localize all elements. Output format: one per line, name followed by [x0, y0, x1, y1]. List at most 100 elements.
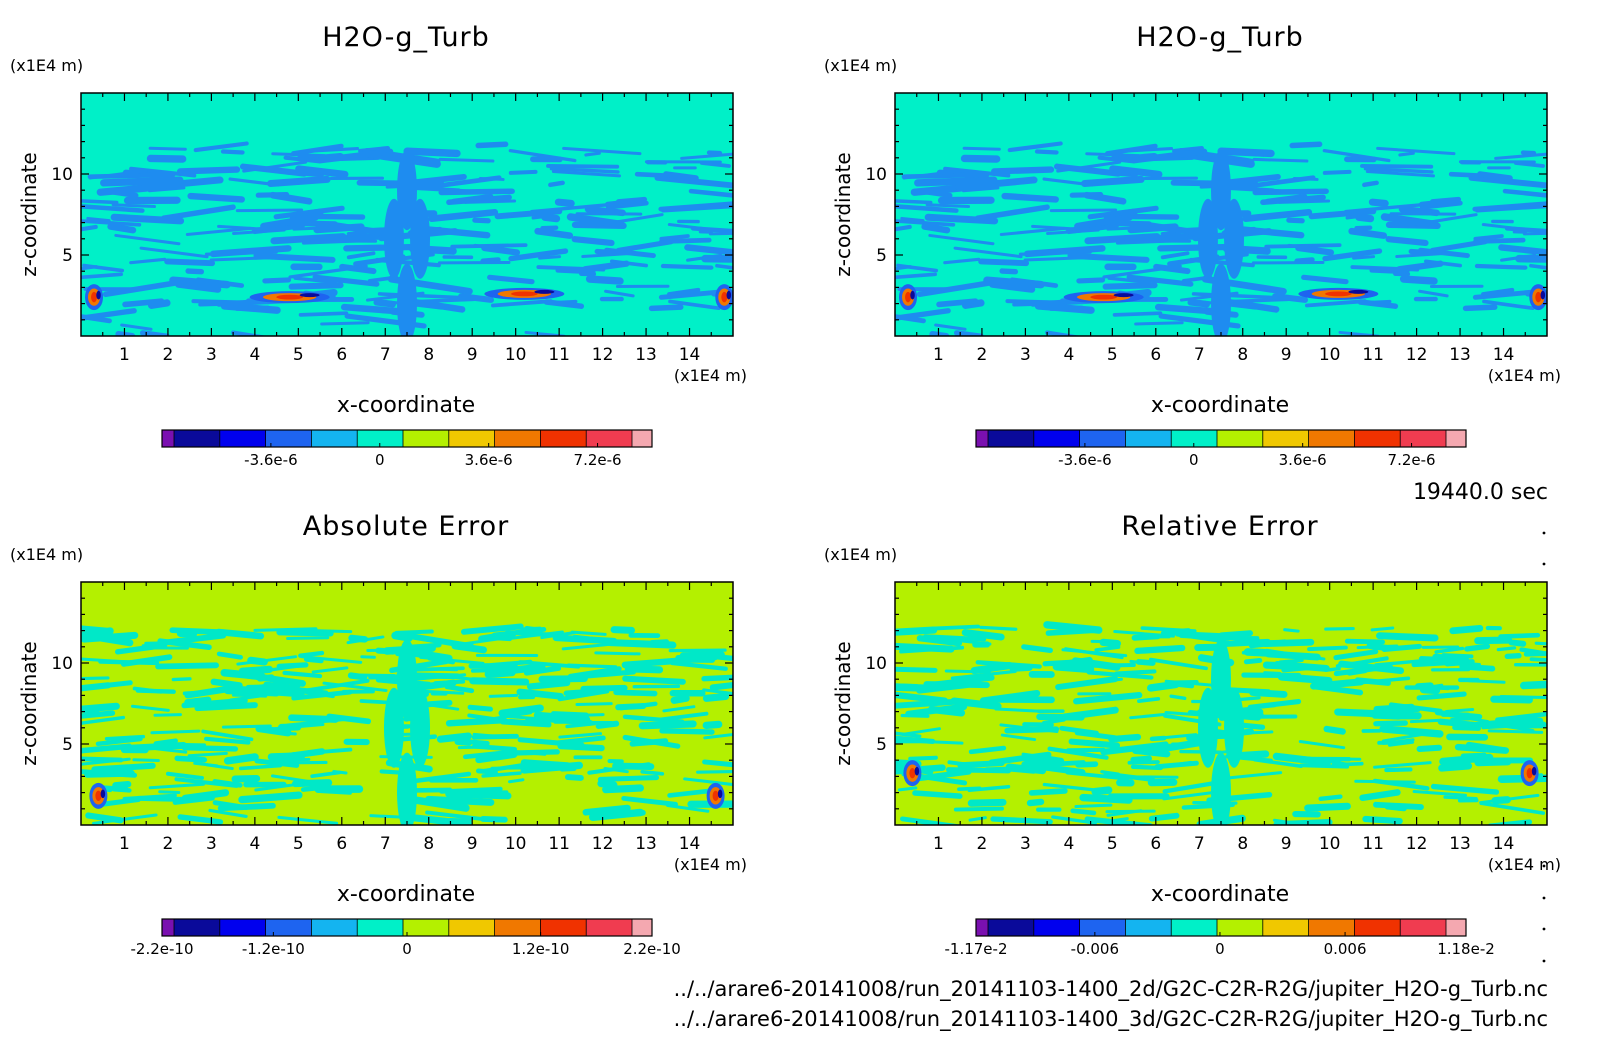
- heatmap-streak: [930, 624, 981, 631]
- heatmap-streak: [602, 784, 644, 794]
- colorbar-swatch: [988, 919, 1034, 936]
- heatmap-streak: [1304, 299, 1367, 308]
- heatmap-streak: [182, 690, 199, 696]
- x-tick-label: 10: [505, 345, 527, 365]
- heatmap-streak: [1338, 660, 1405, 675]
- x-tick-label: 10: [1319, 345, 1341, 365]
- heatmap-plume: [397, 150, 417, 231]
- heatmap-streak: [1385, 236, 1429, 247]
- heatmap-streak: [1264, 193, 1308, 204]
- heatmap-streak: [1248, 639, 1288, 649]
- heatmap-streak: [990, 816, 1053, 825]
- heatmap-streak: [624, 665, 664, 674]
- colorbar-tick-label: 0: [375, 451, 385, 469]
- heatmap-streak: [155, 662, 219, 670]
- heatmap-streak: [177, 166, 241, 175]
- heatmap-streak: [670, 694, 690, 704]
- heatmap-streak: [1360, 164, 1434, 169]
- heatmap-streak: [239, 686, 305, 698]
- heatmap-streak: [1069, 192, 1104, 198]
- heatmap-streak: [81, 710, 116, 719]
- colorbar-swatch: [219, 430, 266, 447]
- x-axis-label: x-coordinate: [1151, 393, 1289, 418]
- heatmap-streak: [303, 657, 324, 664]
- heatmap-streak: [570, 630, 607, 636]
- colorbar-swatch: [162, 919, 174, 936]
- heatmap-streak: [160, 204, 236, 221]
- heatmap-streak: [895, 683, 921, 692]
- heatmap-streak: [1398, 151, 1415, 157]
- heatmap-streak: [102, 278, 188, 298]
- colorbar-swatch: [265, 430, 312, 447]
- heatmap-hotspot: [1540, 290, 1546, 300]
- heatmap-streak: [895, 731, 922, 738]
- heatmap-streak: [271, 152, 326, 158]
- heatmap-streak: [282, 748, 326, 760]
- colorbar-swatch: [494, 430, 541, 447]
- heatmap-streak: [912, 790, 963, 799]
- heatmap-streak: [1157, 733, 1198, 740]
- x-tick-label: 12: [592, 345, 614, 365]
- heatmap-streak: [300, 785, 319, 792]
- colorbar-swatch: [1079, 919, 1126, 936]
- heatmap-streak: [1126, 274, 1194, 287]
- heatmap-streak: [950, 697, 1002, 710]
- heatmap-field: [895, 582, 1547, 825]
- heatmap-plume: [383, 198, 404, 279]
- heatmap-streak: [584, 151, 601, 157]
- heatmap-streak: [1007, 141, 1063, 153]
- heatmap-streak: [1034, 302, 1095, 314]
- heatmap-streak: [425, 795, 495, 806]
- heatmap-streak: [239, 763, 283, 771]
- colorbar-swatch: [494, 919, 541, 936]
- heatmap-streak: [538, 255, 562, 260]
- heatmap-streak: [501, 749, 547, 756]
- heatmap-streak: [1006, 768, 1036, 774]
- heatmap-streak: [181, 789, 230, 802]
- x-tick-label: 14: [1493, 345, 1515, 365]
- heatmap-streak: [1102, 264, 1182, 279]
- heatmap-streak: [1304, 802, 1351, 812]
- colorbar-swatch: [162, 430, 174, 447]
- heatmap-streak: [1231, 297, 1290, 304]
- heatmap-streak: [366, 647, 430, 652]
- heatmap-plume: [410, 198, 431, 279]
- heatmap-streak: [153, 738, 178, 747]
- heatmap-hotspot: [1113, 293, 1134, 298]
- heatmap-streak: [1368, 198, 1389, 207]
- heatmap-streak: [84, 769, 135, 778]
- heatmap-streak: [147, 186, 186, 193]
- heatmap-streak: [1247, 698, 1302, 710]
- heatmap-streak: [640, 770, 665, 776]
- chart-panel-3: Absolute Error(x1E4 m)1 2 3 4 5 6 7 8 9 10 11 12 13 1…: [10, 511, 747, 958]
- y-tick-label: 5: [876, 246, 887, 266]
- heatmap-streak: [377, 292, 462, 300]
- heatmap-streak: [1026, 798, 1045, 807]
- heatmap-streak: [1396, 260, 1444, 273]
- heatmap-streak: [1496, 646, 1517, 652]
- heatmap-streak: [472, 732, 510, 739]
- heatmap-streak: [957, 786, 982, 792]
- heatmap-streak: [262, 277, 292, 284]
- x-axis-label: x-coordinate: [1151, 882, 1289, 907]
- heatmap-streak: [1272, 752, 1331, 767]
- colorbar-tick-label: 1.2e-10: [512, 940, 570, 958]
- heatmap-streak: [991, 166, 1055, 175]
- heatmap-streak: [1079, 793, 1133, 804]
- y-tick-label: 10: [865, 165, 887, 185]
- heatmap-streak: [81, 265, 99, 271]
- x-tick-label: 13: [635, 345, 657, 365]
- heatmap-streak: [1376, 632, 1439, 642]
- colorbar-swatch: [174, 430, 220, 447]
- heatmap-streak: [1365, 170, 1435, 178]
- x-tick-label: 1: [119, 834, 130, 854]
- heatmap-streak: [1278, 658, 1304, 664]
- colorbar-swatch: [1171, 919, 1217, 936]
- heatmap-streak: [943, 257, 981, 265]
- heatmap-streak: [488, 693, 519, 698]
- heatmap-streak: [445, 790, 512, 800]
- heatmap-streak: [146, 154, 187, 163]
- colorbar-swatch: [265, 919, 312, 936]
- heatmap-hotspot: [511, 291, 538, 297]
- heatmap-streak: [1357, 299, 1399, 309]
